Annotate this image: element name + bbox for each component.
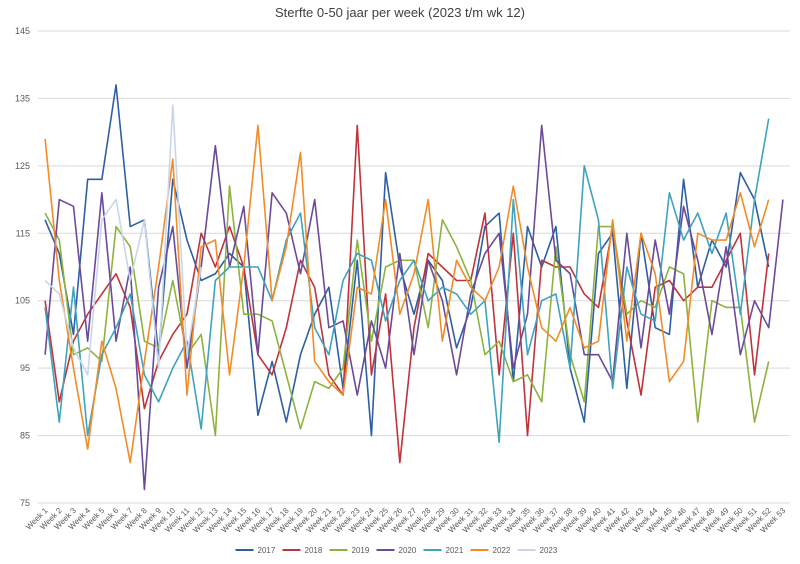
gridlines — [38, 30, 790, 504]
chart-title: Sterfte 0-50 jaar per week (2023 t/m wk … — [275, 5, 525, 20]
y-tick-label: 125 — [15, 161, 30, 171]
y-tick-label: 105 — [15, 296, 30, 306]
y-tick-label: 145 — [15, 26, 30, 36]
y-axis-ticks: 75 85 95 105 115 125 135 145 — [15, 26, 30, 508]
series-line-2022 — [44, 124, 770, 464]
legend-item-2017: 2017 — [235, 546, 276, 555]
legend-label: 2019 — [352, 546, 370, 555]
legend-item-2018: 2018 — [282, 546, 323, 555]
series-line-2018 — [44, 124, 770, 464]
legend-label: 2017 — [258, 546, 276, 555]
series-line-2017 — [44, 84, 770, 437]
series-line-2019 — [44, 185, 770, 437]
legend-label: 2018 — [305, 546, 323, 555]
y-tick-label: 75 — [20, 498, 30, 508]
series-line-2020 — [44, 124, 784, 491]
legend: 2017 2018 2019 2020 2021 2022 2023 — [235, 546, 558, 555]
y-tick-label: 95 — [20, 363, 30, 373]
y-tick-label: 115 — [16, 228, 30, 238]
legend-item-2023: 2023 — [517, 546, 558, 555]
legend-label: 2022 — [493, 546, 511, 555]
legend-label: 2020 — [399, 546, 417, 555]
legend-item-2019: 2019 — [329, 546, 370, 555]
series-line-2023 — [44, 104, 202, 376]
legend-item-2020: 2020 — [376, 546, 417, 555]
legend-label: 2021 — [446, 546, 464, 555]
legend-label: 2023 — [540, 546, 558, 555]
y-tick-label: 135 — [15, 93, 30, 103]
series-line-2021 — [44, 118, 770, 444]
legend-item-2021: 2021 — [423, 546, 464, 555]
series-lines — [44, 84, 784, 491]
y-tick-label: 85 — [20, 431, 30, 441]
legend-item-2022: 2022 — [470, 546, 511, 555]
